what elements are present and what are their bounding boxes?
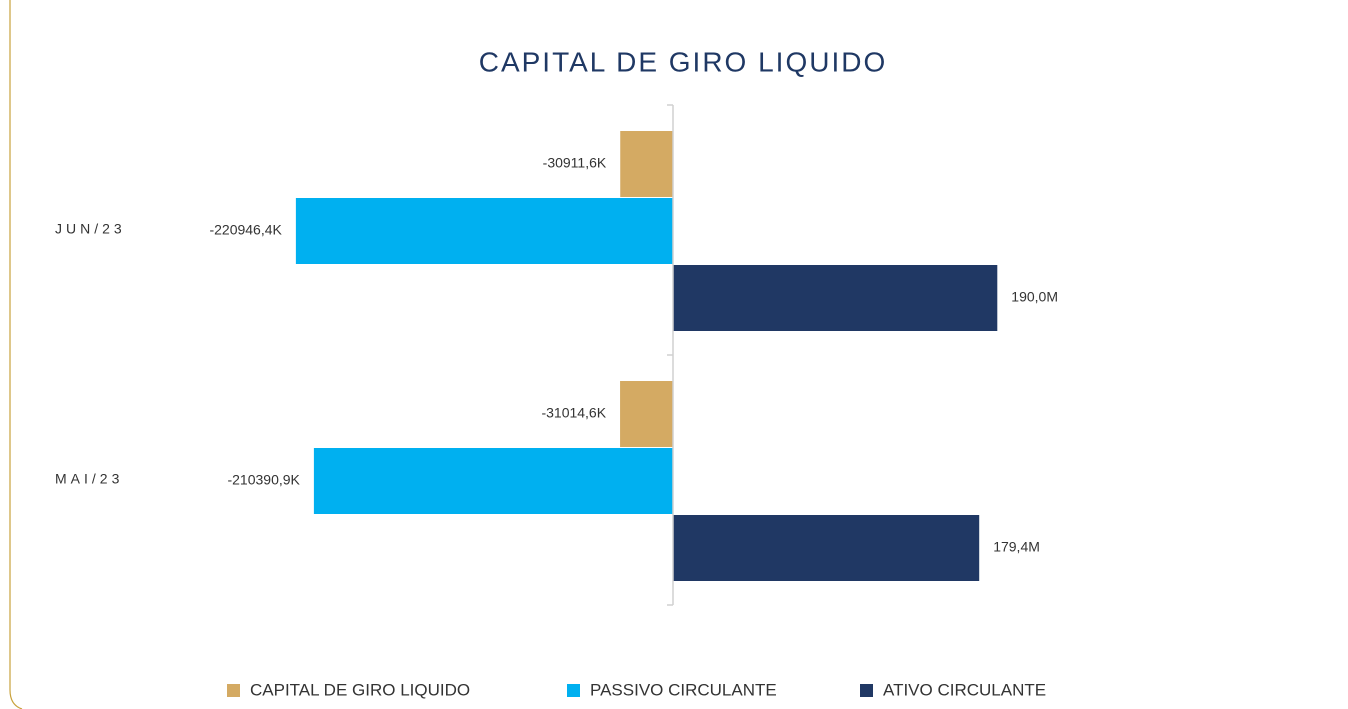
legend-label: CAPITAL DE GIRO LIQUIDO xyxy=(250,680,470,699)
bar xyxy=(620,381,673,447)
data-label: -30911,6K xyxy=(543,155,607,171)
y-tick-label: JUN/23 xyxy=(55,221,126,237)
bar xyxy=(313,448,673,514)
data-label: -220946,4K xyxy=(209,222,282,238)
bar xyxy=(673,515,980,581)
legend-swatch xyxy=(227,684,240,697)
bar xyxy=(295,198,673,264)
bar xyxy=(620,131,673,197)
legend-label: PASSIVO CIRCULANTE xyxy=(590,680,777,699)
data-label: 190,0M xyxy=(1011,289,1058,305)
legend-swatch xyxy=(860,684,873,697)
y-tick-label: MAI/23 xyxy=(55,471,123,487)
data-label: 179,4M xyxy=(993,539,1040,555)
legend-swatch xyxy=(567,684,580,697)
chart-title: CAPITAL DE GIRO LIQUIDO xyxy=(479,46,888,77)
bar xyxy=(673,265,998,331)
data-label: -210390,9K xyxy=(227,472,300,488)
frame-border xyxy=(9,0,23,709)
data-label: -31014,6K xyxy=(541,405,606,421)
legend-label: ATIVO CIRCULANTE xyxy=(883,680,1046,699)
